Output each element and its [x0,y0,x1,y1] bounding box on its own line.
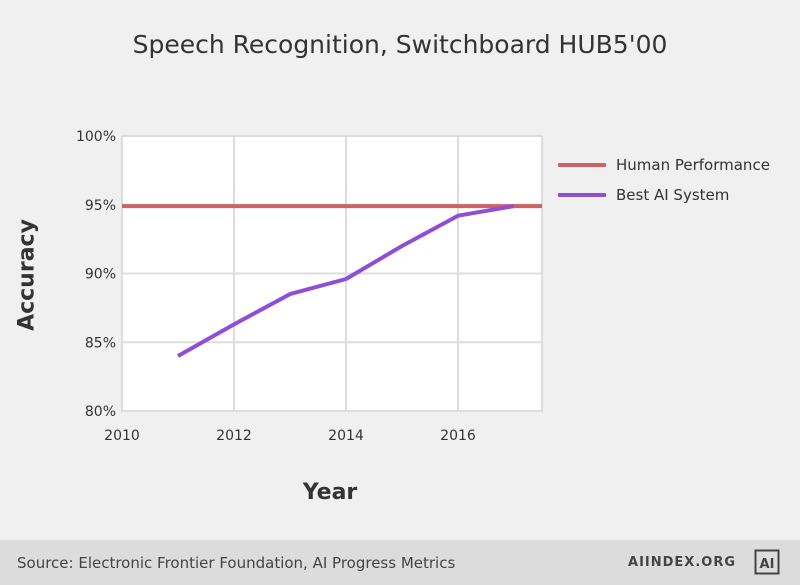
footer-bar: Source: Electronic Frontier Foundation, … [0,540,800,585]
chart-plot: 2010 2012 2014 2016 80% 85% 90% 95% 100% [76,129,543,444]
series-line-best-ai-system [177,204,515,358]
legend-label-human: Human Performance [616,156,770,174]
x-tick-label: 2010 [104,428,140,444]
y-tick-label: 100% [76,129,116,145]
source-text: Source: Electronic Frontier Foundation, … [17,554,456,572]
chart-title: Speech Recognition, Switchboard HUB5'00 [132,30,668,59]
legend: Human Performance Best AI System [558,150,770,210]
legend-swatch-ai [558,193,606,197]
x-tick-label: 2014 [328,428,364,444]
legend-item-ai: Best AI System [558,180,770,210]
legend-item-human: Human Performance [558,150,770,180]
x-axis-label: Year [302,480,358,505]
legend-swatch-human [558,163,606,167]
logo-text: AI [760,557,775,572]
brand-link[interactable]: AIINDEX.ORG [628,555,736,570]
y-tick-label: 90% [85,267,116,283]
x-tick-label: 2012 [216,428,252,444]
legend-label-ai: Best AI System [616,186,730,204]
y-tick-label: 95% [85,198,116,214]
ai-index-logo-icon: AI [754,549,780,575]
y-tick-label: 85% [85,335,116,351]
y-tick-label: 80% [85,404,116,420]
x-tick-label: 2016 [440,428,476,444]
